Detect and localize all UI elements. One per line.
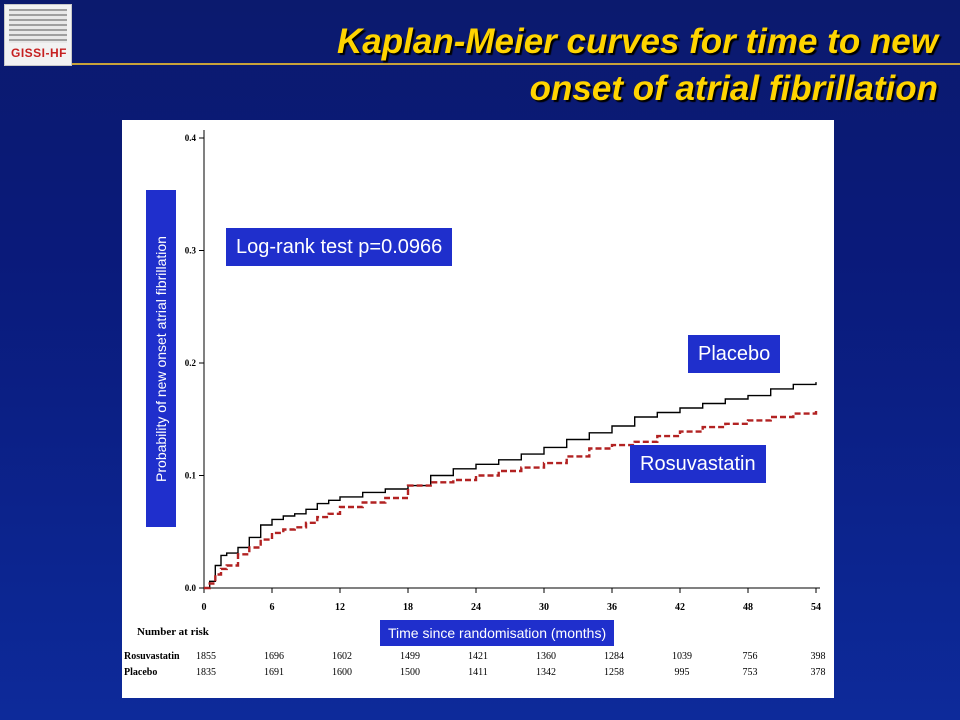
- logo-graphic: [9, 9, 67, 43]
- chart-panel: [122, 120, 834, 698]
- risk-cell: 398: [811, 651, 826, 662]
- risk-cell: 1342: [536, 667, 556, 678]
- y-axis-label: Probability of new onset atrial fibrilla…: [153, 235, 169, 482]
- x-tick-label: 6: [270, 602, 275, 613]
- risk-cell: 753: [743, 667, 758, 678]
- placebo-label: Placebo: [698, 343, 771, 365]
- placebo-label-box: Placebo: [688, 335, 781, 373]
- y-tick-label: 0.3: [185, 246, 197, 256]
- risk-cell: 1499: [400, 651, 420, 662]
- logo-text: GISSI-HF: [11, 46, 68, 60]
- risk-cell: 1696: [264, 651, 284, 662]
- risk-cell: 1500: [400, 667, 420, 678]
- x-axis-label: Time since randomisation (months): [388, 625, 607, 641]
- logrank-text: Log-rank test p=0.0966: [236, 236, 443, 258]
- title-line-1: Kaplan-Meier curves for time to new: [337, 22, 938, 61]
- x-tick-label: 48: [743, 602, 753, 613]
- x-tick-label: 54: [811, 602, 821, 613]
- slide-title: Kaplan-Meier curves for time to new onse…: [178, 18, 938, 112]
- risk-cell: 1691: [264, 667, 284, 678]
- x-tick-label: 0: [202, 602, 207, 613]
- risk-cell: 1284: [604, 651, 624, 662]
- risk-cell: 378: [811, 667, 826, 678]
- risk-cell: 1855: [196, 651, 216, 662]
- risk-row-label: Placebo: [124, 667, 157, 678]
- gissi-hf-logo: GISSI-HF: [4, 4, 72, 66]
- risk-table-heading: Number at risk: [137, 626, 209, 638]
- risk-cell: 1421: [468, 651, 488, 662]
- y-axis-label-box: Probability of new onset atrial fibrilla…: [146, 190, 176, 527]
- rosuvastatin-label-box: Rosuvastatin: [630, 445, 766, 483]
- y-tick-label: 0.2: [185, 358, 197, 368]
- title-line-2: onset of atrial fibrillation: [529, 69, 938, 108]
- risk-cell: 1360: [536, 651, 556, 662]
- risk-cell: 1258: [604, 667, 624, 678]
- series-rosuvastatin-curve: [204, 409, 818, 590]
- risk-cell: 1835: [196, 667, 216, 678]
- x-tick-label: 12: [335, 602, 345, 613]
- logrank-box: Log-rank test p=0.0966: [226, 228, 453, 266]
- risk-cell: 995: [675, 667, 690, 678]
- x-tick-label: 36: [607, 602, 617, 613]
- risk-cell: 1039: [672, 651, 692, 662]
- series-placebo-curve: [204, 382, 817, 589]
- x-tick-label: 42: [675, 602, 685, 613]
- y-tick-label: 0.1: [185, 471, 197, 481]
- rosuvastatin-label: Rosuvastatin: [640, 453, 756, 475]
- risk-cell: 1411: [468, 667, 488, 678]
- title-rule: [72, 63, 960, 65]
- risk-cell: 1600: [332, 667, 352, 678]
- risk-cell: 756: [743, 651, 758, 662]
- risk-row-label: Rosuvastatin: [124, 651, 180, 662]
- risk-cell: 1602: [332, 651, 352, 662]
- y-tick-label: 0.0: [185, 583, 197, 593]
- x-tick-label: 30: [539, 602, 549, 613]
- y-tick-label: 0.4: [185, 133, 197, 143]
- x-tick-label: 24: [471, 602, 481, 613]
- x-axis-label-box: Time since randomisation (months): [380, 620, 615, 646]
- x-tick-label: 18: [403, 602, 413, 613]
